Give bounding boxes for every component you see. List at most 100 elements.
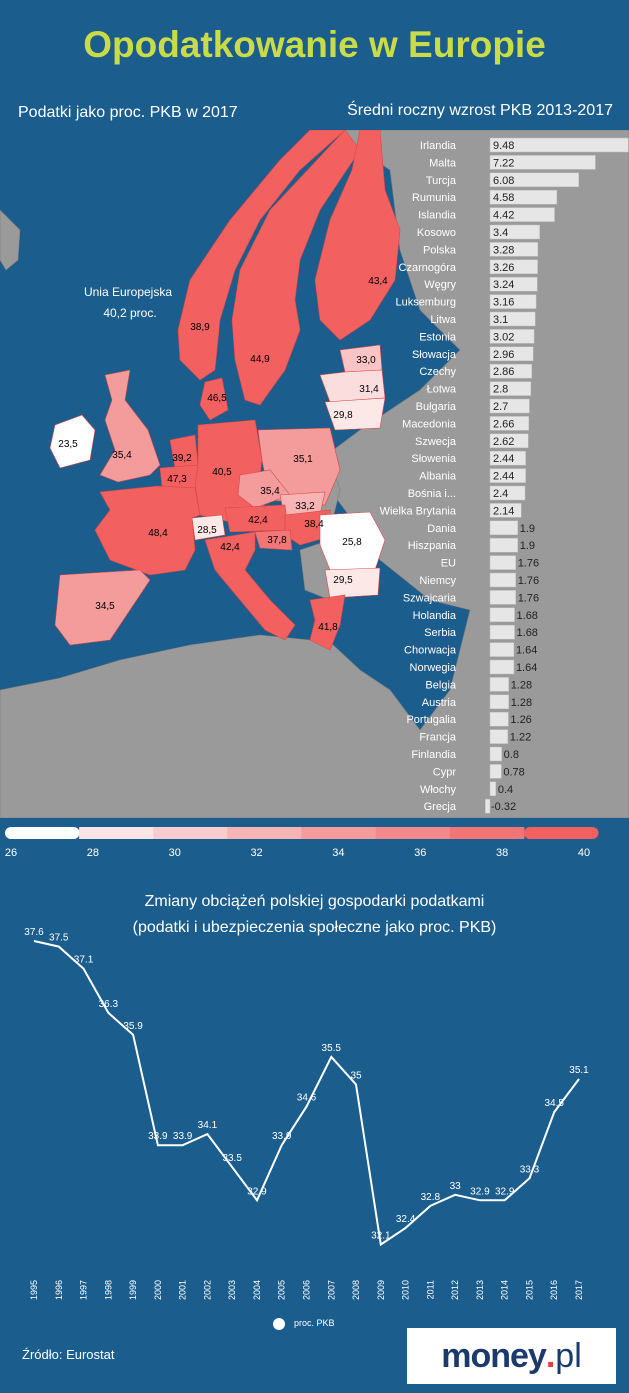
bar-value-label: 4.42	[493, 210, 514, 222]
bar-value-label: 2.66	[493, 418, 514, 430]
line-data-label: 32.4	[396, 1214, 416, 1225]
bar-category-label: Albania	[419, 471, 457, 483]
line-data-label: 35	[350, 1070, 362, 1081]
map-label-austria: 42,4	[248, 515, 268, 526]
bar-value-label: 2.86	[493, 366, 514, 378]
line-x-tick-label: 2004	[252, 1280, 262, 1300]
bar-38	[485, 798, 491, 814]
legend-tick-label: 26	[5, 847, 17, 859]
bar-36	[489, 764, 502, 779]
line-data-label: 32.9	[495, 1186, 515, 1197]
bar-category-label: Turcja	[426, 175, 457, 187]
bar-value-label: 3.24	[493, 279, 514, 291]
bar-value-label: 2.44	[493, 453, 514, 465]
bar-category-label: Belgia	[425, 679, 456, 691]
legend-swatch-0	[5, 827, 80, 839]
line-x-tick-label: 2009	[376, 1280, 386, 1300]
bar-22	[489, 520, 518, 536]
map-label-bulgaria: 29,5	[333, 575, 353, 586]
line-x-tick-label: 2016	[549, 1280, 559, 1300]
bar-15	[489, 398, 530, 414]
legend-swatch-7	[523, 827, 599, 839]
bar-category-label: Węgry	[424, 279, 456, 291]
bar-category-label: Włochy	[420, 784, 457, 796]
line-data-label: 32.1	[371, 1230, 391, 1241]
bar-value-label: 1.64	[516, 645, 537, 657]
bar-value-label: 2.62	[493, 436, 514, 448]
bar-value-label: 0.78	[503, 766, 524, 778]
bar-value-label: 1.76	[518, 558, 539, 570]
bar-25	[489, 572, 516, 588]
map-denmark	[199, 377, 229, 421]
bar-category-label: EU	[441, 558, 456, 570]
bar-category-label: Portugalia	[406, 714, 456, 726]
map-label-sweden: 44,9	[250, 354, 270, 365]
legend-swatch-5	[375, 827, 451, 839]
bar-34	[489, 729, 509, 744]
bar-category-label: Grecja	[424, 801, 457, 813]
bar-value-label: 3.1	[493, 314, 508, 326]
bar-value-label: 7.22	[493, 157, 514, 169]
bar-category-label: Litwa	[430, 314, 457, 326]
legend-tick-label: 32	[250, 847, 262, 859]
line-x-tick-label: 1998	[103, 1280, 113, 1300]
line-x-tick-label: 2013	[475, 1280, 485, 1300]
bar-0	[489, 137, 629, 153]
bar-2	[489, 172, 580, 188]
map-label-norway: 38,9	[190, 322, 210, 333]
bar-32	[489, 694, 509, 710]
bar-24	[489, 555, 516, 570]
legend-swatch-3	[227, 827, 302, 839]
line-x-tick-label: 1995	[29, 1280, 39, 1300]
line-data-label: 37.1	[74, 955, 94, 966]
line-x-tick-label: 2007	[326, 1280, 336, 1300]
map-label-denmark: 46,5	[207, 393, 227, 404]
line-x-tick-label: 1997	[79, 1280, 89, 1300]
line-data-label: 35.1	[569, 1065, 589, 1076]
map-label-slovenia: 37,8	[267, 535, 287, 546]
map-label-romania: 25,8	[342, 537, 362, 548]
map-uk	[99, 369, 161, 483]
bar-16	[489, 416, 530, 431]
bar-27	[489, 607, 515, 623]
line-x-tick-label: 2002	[202, 1280, 212, 1300]
bar-14	[489, 381, 532, 396]
bar-category-label: Bośnia i...	[408, 488, 456, 500]
bar-category-label: Łotwa	[427, 384, 457, 396]
bar-value-label: 2.7	[493, 401, 508, 413]
bar-value-label: 3.28	[493, 244, 514, 256]
bar-value-label: 1.28	[511, 697, 532, 709]
map-label-france: 48,4	[148, 528, 168, 539]
bar-category-label: Estonia	[419, 331, 457, 343]
bar-28	[489, 624, 515, 640]
bar-21	[489, 503, 522, 518]
map-subtitle: Podatki jako proc. PKB w 2017	[18, 104, 238, 121]
map-czech	[237, 469, 291, 509]
line-data-label: 37.6	[24, 927, 44, 938]
bar-category-label: Szwecja	[415, 436, 457, 448]
legend-swatch-4	[301, 827, 377, 839]
line-chart-title-1: Zmiany obciążeń polskiej gospodarki poda…	[144, 893, 485, 910]
bar-category-label: Serbia	[424, 627, 457, 639]
bar-6	[489, 242, 539, 257]
infographic-title: Opodatkowanie w Europie	[83, 24, 546, 65]
line-data-label: 35.9	[123, 1021, 143, 1032]
bar-value-label: 0.8	[504, 749, 519, 761]
bar-5	[489, 224, 540, 240]
bar-3	[489, 189, 558, 205]
legend-tick-label: 34	[332, 847, 344, 859]
bar-value-label: 1.9	[520, 540, 535, 552]
bar-37	[489, 781, 497, 797]
bar-value-label: 3.4	[493, 227, 508, 239]
map-norway	[177, 130, 346, 381]
logo-dot: .	[545, 1336, 556, 1375]
bar-9	[489, 294, 537, 309]
line-legend	[273, 1318, 285, 1330]
bar-category-label: Bułgaria	[416, 401, 457, 413]
line-x-tick-label: 2008	[351, 1280, 361, 1300]
bar-value-label: 1.26	[510, 714, 531, 726]
line-x-tick-label: 2012	[450, 1280, 460, 1300]
map-label-poland: 35,1	[293, 454, 313, 465]
logo-pl: pl	[555, 1336, 582, 1375]
bar-value-label: 3.02	[493, 331, 514, 343]
